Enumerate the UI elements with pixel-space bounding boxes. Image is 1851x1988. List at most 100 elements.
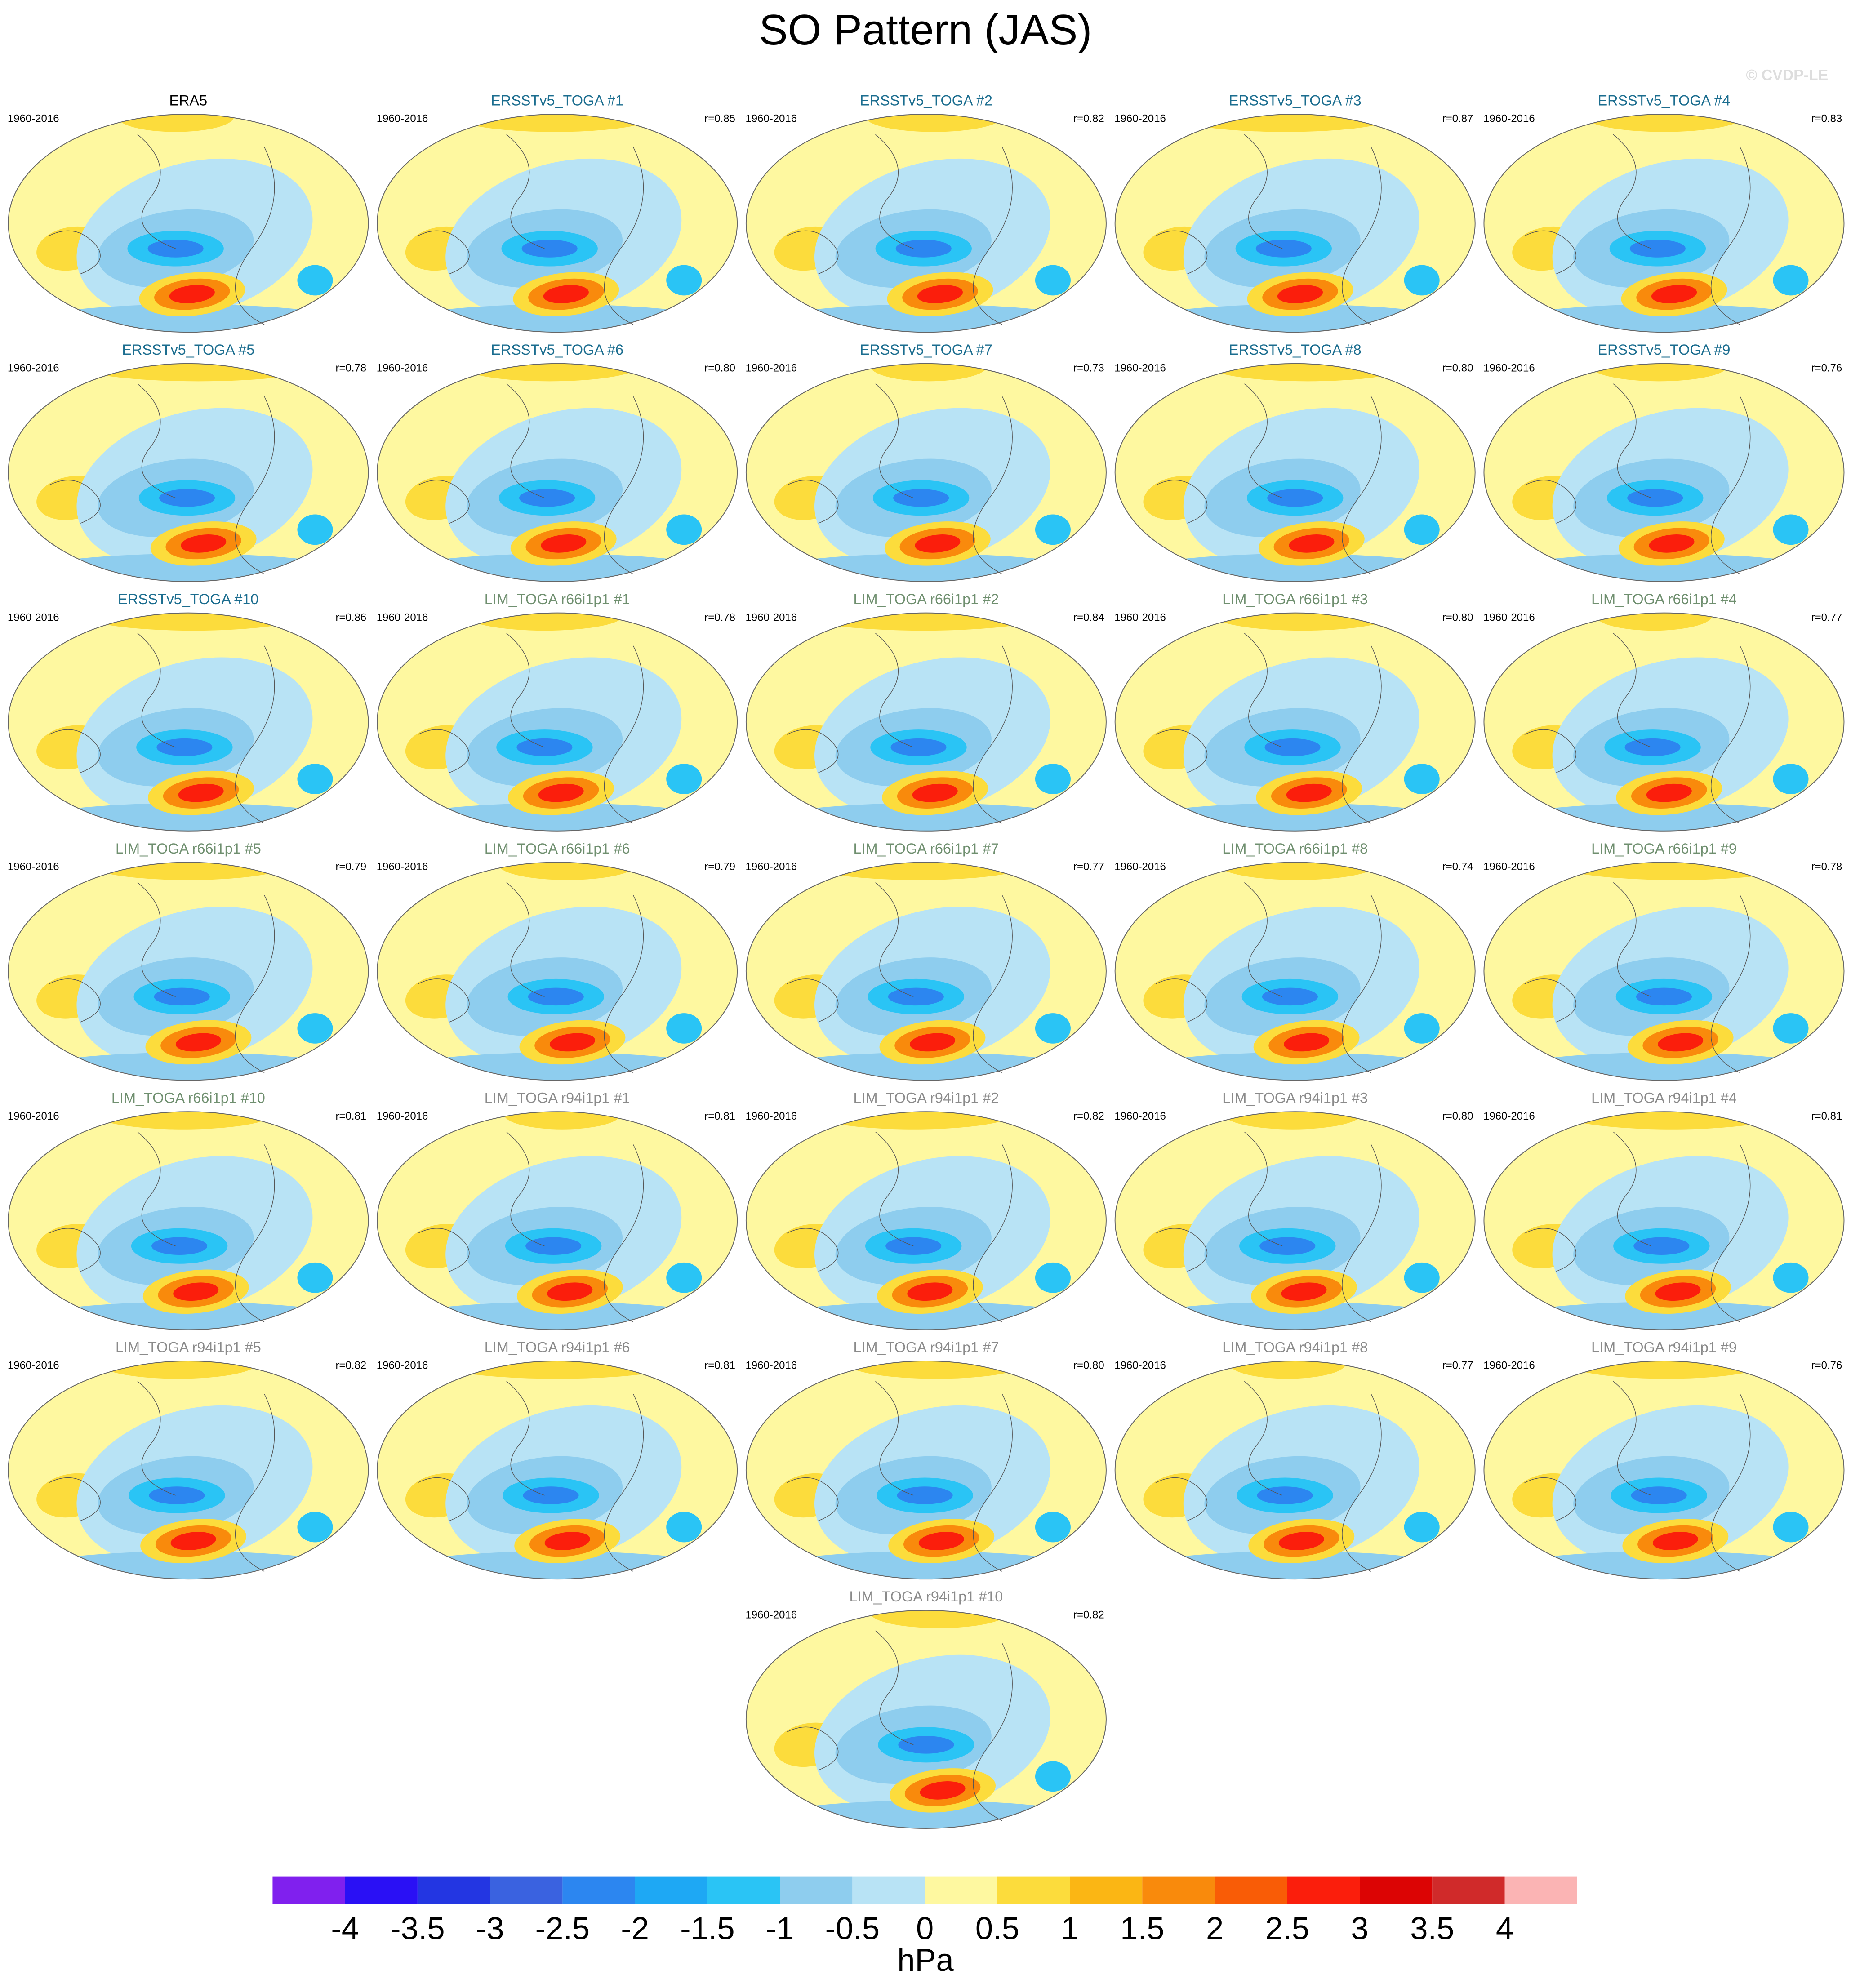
panel-title: ERSSTv5_TOGA #2 <box>860 92 992 108</box>
coastline <box>49 1381 275 1572</box>
panel-title: ERSSTv5_TOGA #7 <box>860 342 992 358</box>
coastline <box>418 882 644 1073</box>
panel-period: 1960-2016 <box>1114 861 1166 873</box>
field-contour <box>379 1302 735 1330</box>
field-contour <box>1117 1551 1473 1579</box>
panel-correlation: r=0.78 <box>1811 861 1842 873</box>
field-contour <box>297 265 333 296</box>
colorbar-tick-label: -1.5 <box>680 1911 734 1946</box>
map-field <box>1484 363 1844 582</box>
colorbar-tick-label: -1 <box>766 1911 794 1946</box>
panel-period: 1960-2016 <box>377 1110 428 1122</box>
colorbar-tick-label: -2 <box>621 1911 649 1946</box>
field-contour <box>804 613 1043 631</box>
panel-period: 1960-2016 <box>745 1609 797 1621</box>
map-panel: LIM_TOGA r94i1p1 #1 1960-2016 r=0.81 <box>377 1090 738 1330</box>
map-field <box>746 1112 1106 1330</box>
map-field <box>1115 862 1475 1081</box>
field-contour <box>297 1512 333 1543</box>
field-contour <box>1404 1262 1440 1293</box>
colorbar-swatch <box>852 1876 925 1904</box>
map-panel: LIM_TOGA r66i1p1 #6 1960-2016 r=0.79 <box>377 841 738 1081</box>
coastline <box>786 1630 1013 1821</box>
map-outline <box>377 363 738 582</box>
field-contour <box>893 489 949 507</box>
coastline <box>786 1381 1013 1572</box>
panel-correlation: r=0.73 <box>1073 362 1104 374</box>
panel-title: LIM_TOGA r66i1p1 #7 <box>854 841 999 857</box>
map-field <box>1484 613 1844 831</box>
map-field <box>1484 862 1844 1081</box>
colorbar-swatch <box>1215 1876 1287 1904</box>
field-contour <box>1486 803 1842 831</box>
field-contour <box>149 1486 205 1504</box>
colorbar-tick-label: 2 <box>1206 1911 1224 1946</box>
panel-period: 1960-2016 <box>745 861 797 873</box>
map-panel: LIM_TOGA r66i1p1 #5 1960-2016 r=0.79 <box>8 841 369 1081</box>
map-field <box>377 363 738 582</box>
panel-title: LIM_TOGA r66i1p1 #6 <box>485 841 630 857</box>
field-contour <box>528 987 584 1006</box>
field-contour <box>99 1361 257 1379</box>
map-field <box>746 862 1106 1081</box>
panel-period: 1960-2016 <box>8 113 59 125</box>
map-field <box>1484 1361 1844 1579</box>
panel-period: 1960-2016 <box>745 113 797 125</box>
field-contour <box>549 1033 596 1052</box>
panel-period: 1960-2016 <box>377 113 428 125</box>
coastline <box>1524 1381 1751 1572</box>
field-contour <box>1404 764 1440 794</box>
field-contour <box>915 534 961 553</box>
map-panel: ERA5 1960-2016 <box>8 92 369 333</box>
field-contour <box>907 1282 953 1301</box>
field-contour <box>297 1262 333 1293</box>
field-contour <box>175 1033 221 1052</box>
panel-title: ERSSTv5_TOGA #10 <box>118 591 258 607</box>
panel-correlation: r=0.80 <box>704 362 735 374</box>
field-contour <box>666 1262 702 1293</box>
field-contour <box>154 987 210 1006</box>
map-outline <box>1114 1361 1476 1580</box>
field-contour <box>666 1512 702 1543</box>
field-contour <box>1773 265 1809 296</box>
panel-title: LIM_TOGA r66i1p1 #4 <box>1591 591 1737 607</box>
panel-period: 1960-2016 <box>745 1360 797 1372</box>
field-contour <box>151 1237 208 1255</box>
colorbar-tick-label: 0 <box>916 1911 934 1946</box>
map-panel: ERSSTv5_TOGA #5 1960-2016 r=0.78 <box>8 342 369 582</box>
colorbar-swatch <box>417 1876 490 1904</box>
colorbar-swatch <box>780 1876 853 1904</box>
field-contour <box>1257 1486 1313 1504</box>
field-contour <box>870 363 987 382</box>
field-contour <box>1486 304 1842 333</box>
field-contour <box>917 285 963 303</box>
panel-title: LIM_TOGA r66i1p1 #10 <box>111 1090 265 1106</box>
colorbar-swatch <box>1504 1876 1577 1904</box>
panel-period: 1960-2016 <box>377 611 428 623</box>
field-contour <box>1035 1761 1071 1792</box>
colorbar-tick-label: 0.5 <box>975 1911 1019 1946</box>
coastline <box>1524 1131 1751 1323</box>
map-panel: LIM_TOGA r94i1p1 #4 1960-2016 r=0.81 <box>1483 1090 1845 1330</box>
field-contour <box>297 514 333 545</box>
coastline <box>418 134 644 325</box>
field-contour <box>1773 514 1809 545</box>
colorbar-swatch <box>562 1876 635 1904</box>
field-contour <box>1649 534 1695 553</box>
map-field <box>377 1361 738 1579</box>
map-field <box>1484 114 1844 333</box>
panel-title: ERSSTv5_TOGA #6 <box>491 342 623 358</box>
field-contour <box>1404 1013 1440 1044</box>
field-contour <box>898 1736 954 1754</box>
coastline <box>1524 383 1751 574</box>
coastline <box>49 383 275 574</box>
panel-title: LIM_TOGA r94i1p1 #9 <box>1591 1339 1737 1355</box>
map-outline <box>377 1361 738 1580</box>
colorbar-tick-label: -0.5 <box>825 1911 880 1946</box>
map-field <box>377 613 738 831</box>
panel-title: LIM_TOGA r94i1p1 #3 <box>1222 1090 1368 1106</box>
field-contour <box>847 1361 1025 1379</box>
field-contour <box>666 514 702 545</box>
field-contour <box>748 553 1104 582</box>
